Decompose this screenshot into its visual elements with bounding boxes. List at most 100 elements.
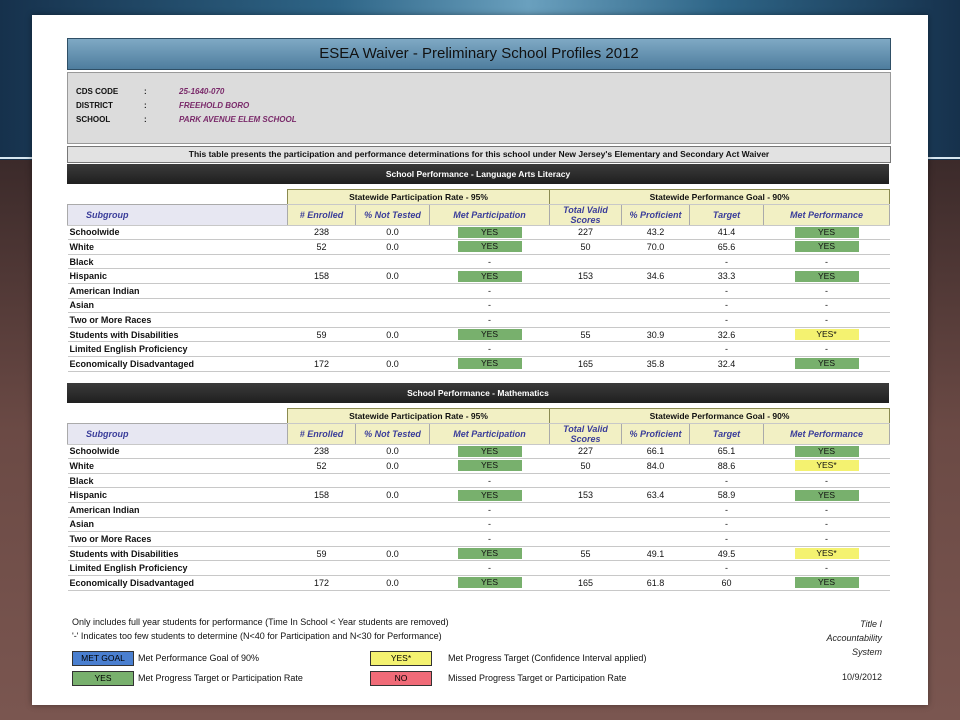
proficient-value-cell: 34.6: [621, 268, 690, 284]
met-performance-value-cell: -: [763, 298, 890, 314]
proficient-value-cell: [621, 517, 690, 533]
met-participation-value: -: [488, 504, 491, 515]
proficient-value-cell: [621, 341, 690, 357]
not-tested-value-cell: [355, 560, 430, 576]
enrolled-value: 59: [316, 329, 327, 340]
proficient-value-cell: 30.9: [621, 327, 690, 343]
met-participation-value: YES: [457, 489, 522, 501]
met-participation-value: YES: [457, 460, 522, 472]
not-tested-value-cell: 0.0: [355, 444, 430, 460]
col-total-valid: Total Valid Scores: [549, 203, 623, 226]
proficient-value: 43.2: [646, 227, 665, 238]
table-row: White 52 0.0 YES 50 70.0 65.6 YES: [67, 239, 890, 255]
proficient-value-cell: 43.2: [621, 225, 690, 241]
target-value: 65.6: [717, 241, 736, 252]
subgroup-name: Asian: [69, 519, 95, 530]
subgroup-name: Limited English Proficiency: [69, 563, 188, 574]
enrolled-value: 172: [313, 577, 330, 588]
met-performance-value-cell: YES: [763, 239, 890, 255]
met-performance-value-cell: -: [763, 254, 890, 270]
proficient-value-cell: [621, 312, 690, 328]
met-performance-value-cell: YES: [763, 268, 890, 284]
table-row: American Indian - - -: [67, 502, 890, 518]
enrolled-value-cell: 172: [287, 575, 356, 591]
met-participation-value-cell: YES: [429, 225, 550, 241]
not-tested-value-cell: 0.0: [355, 327, 430, 343]
met-participation-value-cell: YES: [429, 444, 550, 460]
met-participation-value: -: [488, 519, 491, 530]
group-header-row: Statewide Participation Rate - 95% State…: [67, 189, 891, 205]
target-value-cell: 33.3: [689, 268, 764, 284]
enrolled-value-cell: 172: [287, 356, 356, 372]
met-participation-value: YES: [457, 548, 522, 560]
col-met-participation: Met Participation: [428, 422, 551, 445]
table-row: Schoolwide 238 0.0 YES 227 66.1 65.1 YES: [67, 444, 890, 460]
subgroup-name-cell: Schoolwide: [67, 444, 288, 460]
col-not-tested: % Not Tested: [355, 203, 430, 226]
met-performance-value-cell: YES: [763, 575, 890, 591]
proficient-value-cell: 35.8: [621, 356, 690, 372]
target-value-cell: -: [689, 531, 764, 547]
target-value-cell: 65.1: [689, 444, 764, 460]
total-valid-value-cell: 55: [549, 546, 622, 562]
subgroup-name-cell: Black: [67, 254, 288, 270]
col-pct-proficient: % Proficient: [621, 203, 691, 226]
subgroup-name-cell: Schoolwide: [67, 225, 288, 241]
subgroup-name-cell: Asian: [67, 517, 288, 533]
table-row: Limited English Proficiency - - -: [67, 341, 890, 357]
table-row: Schoolwide 238 0.0 YES 227 43.2 41.4 YES: [67, 225, 890, 241]
subgroup-name-cell: Two or More Races: [67, 531, 288, 547]
met-participation-value-cell: -: [429, 298, 550, 314]
met-performance-value: YES: [794, 358, 859, 370]
met-participation-value: -: [488, 256, 491, 267]
total-valid-value-cell: [549, 517, 622, 533]
met-participation-value-cell: YES: [429, 239, 550, 255]
met-participation-value: -: [488, 300, 491, 311]
subgroup-name: American Indian: [69, 285, 140, 296]
target-value: 88.6: [717, 460, 736, 471]
target-value: 41.4: [717, 227, 736, 238]
target-value-cell: -: [689, 517, 764, 533]
enrolled-value-cell: [287, 298, 356, 314]
not-tested-value-cell: [355, 531, 430, 547]
participation-group-header: Statewide Participation Rate - 95%: [286, 408, 551, 424]
legend-text-no: Missed Progress Target or Participation …: [448, 673, 627, 683]
met-participation-value-cell: -: [429, 254, 550, 270]
info-label: CDS CODE: [76, 87, 119, 96]
footer-note-1: Only includes full year students for per…: [72, 617, 449, 627]
not-tested-value: 0.0: [386, 490, 399, 501]
target-value: -: [725, 344, 729, 355]
enrolled-value: 238: [313, 446, 330, 457]
met-performance-value-cell: -: [763, 312, 890, 328]
total-valid-value: 165: [578, 358, 594, 369]
subgroup-name-cell: Economically Disadvantaged: [67, 356, 288, 372]
met-performance-value-cell: -: [763, 560, 890, 576]
target-value-cell: -: [689, 341, 764, 357]
table-row: Two or More Races - - -: [67, 312, 890, 328]
met-participation-value-cell: YES: [429, 458, 550, 474]
not-tested-value-cell: 0.0: [355, 225, 430, 241]
target-value: 32.6: [717, 329, 736, 340]
proficient-value-cell: 49.1: [621, 546, 690, 562]
not-tested-value-cell: [355, 341, 430, 357]
enrolled-value: 158: [313, 271, 330, 282]
met-performance-value: YES: [794, 489, 859, 501]
met-performance-value-cell: -: [763, 283, 890, 299]
total-valid-value-cell: [549, 283, 622, 299]
met-performance-value: YES: [794, 577, 859, 589]
total-valid-value-cell: 153: [549, 487, 622, 503]
proficient-value: 30.9: [646, 329, 665, 340]
met-participation-value: -: [488, 475, 491, 486]
enrolled-value-cell: 158: [287, 487, 356, 503]
legend-swatch-met-goal: MET GOAL: [72, 651, 134, 666]
col-not-tested: % Not Tested: [355, 422, 430, 445]
target-value-cell: 58.9: [689, 487, 764, 503]
total-valid-value-cell: [549, 560, 622, 576]
performance-group-header: Statewide Performance Goal - 90%: [549, 189, 891, 205]
document-title: ESEA Waiver - Preliminary School Profile…: [319, 45, 639, 62]
group-header-row: Statewide Participation Rate - 95% State…: [67, 408, 891, 424]
legend-text-yes: Met Progress Target or Participation Rat…: [138, 673, 303, 683]
total-valid-value: 165: [578, 577, 594, 588]
subgroup-name-cell: Students with Disabilities: [67, 327, 288, 343]
table-row: Economically Disadvantaged 172 0.0 YES 165 61…: [67, 575, 890, 591]
